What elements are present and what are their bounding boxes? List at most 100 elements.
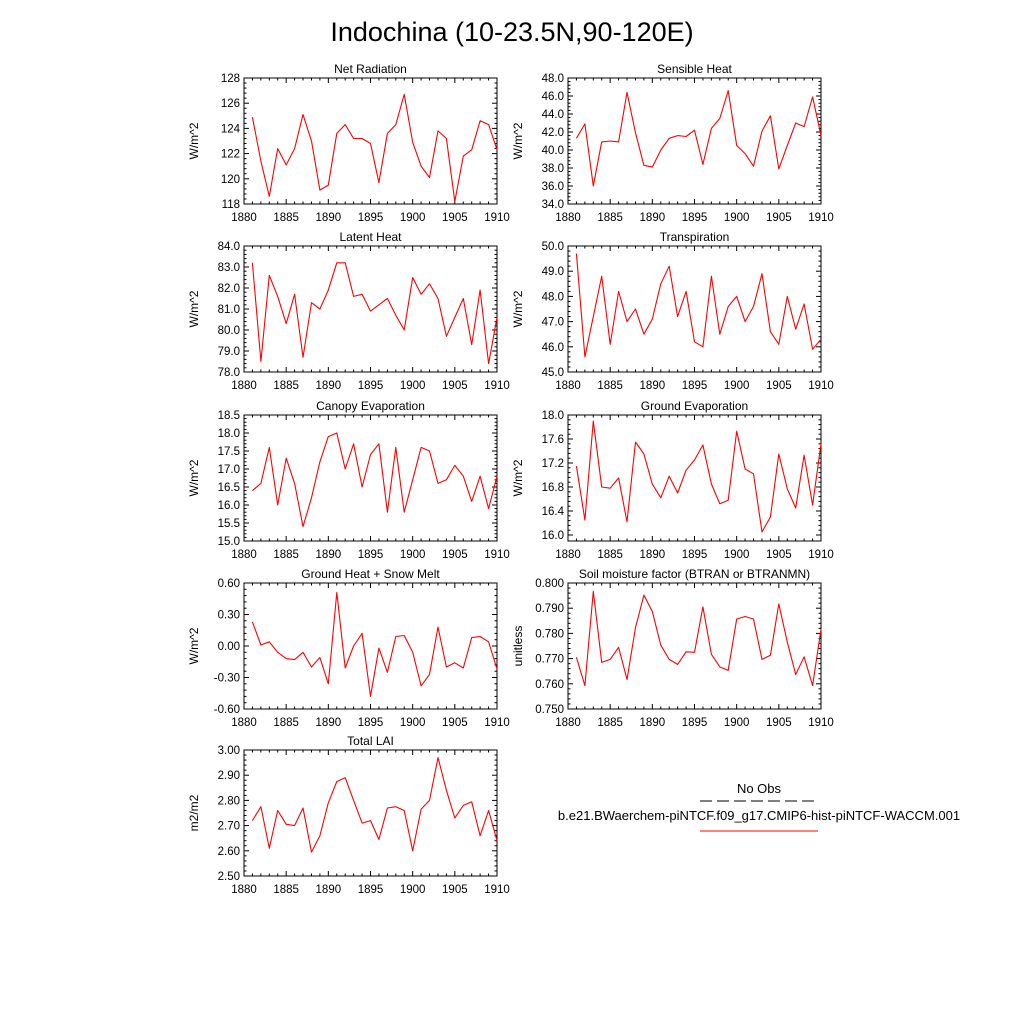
- x-tick-label: 1885: [273, 717, 299, 729]
- x-tick-label: 1905: [766, 212, 792, 224]
- y-axis-label: W/m^2: [511, 459, 525, 496]
- x-tick-label: 1910: [808, 212, 834, 224]
- x-tick-label: 1895: [358, 717, 384, 729]
- y-tick-label: 42.0: [542, 127, 564, 139]
- x-tick-label: 1885: [597, 380, 623, 392]
- y-axis-label: W/m^2: [187, 122, 201, 159]
- y-axis-label: W/m^2: [511, 290, 525, 327]
- panel-title: Canopy Evaporation: [316, 399, 425, 413]
- y-tick-label: 15.5: [218, 518, 240, 530]
- x-tick-label: 1910: [484, 884, 510, 896]
- x-tick-label: 1880: [555, 549, 581, 561]
- x-tick-label: 1910: [808, 380, 834, 392]
- x-tick-label: 1900: [400, 717, 426, 729]
- x-tick-label: 1910: [808, 717, 834, 729]
- y-tick-label: 0.750: [535, 704, 564, 716]
- y-tick-label: 124: [221, 123, 241, 135]
- x-tick-label: 1895: [358, 380, 384, 392]
- y-axis-label: unitless: [511, 626, 525, 667]
- y-tick-label: 17.0: [218, 464, 240, 476]
- x-tick-label: 1890: [640, 380, 666, 392]
- x-tick-label: 1910: [484, 380, 510, 392]
- y-tick-label: 40.0: [542, 145, 564, 157]
- x-tick-label: 1900: [400, 884, 426, 896]
- x-tick-label: 1905: [766, 717, 792, 729]
- panel-title: Soil moisture factor (BTRAN or BTRANMN): [579, 567, 810, 581]
- y-tick-label: 49.0: [542, 266, 564, 278]
- y-tick-label: 15.0: [218, 536, 240, 548]
- series-line: [575, 253, 822, 358]
- y-tick-label: 84.0: [218, 241, 240, 253]
- x-tick-label: 1895: [682, 717, 708, 729]
- y-tick-label: 16.5: [218, 482, 240, 494]
- panel-1: 1880 1885 1890 1895 1900 1905 1910 118 120 122 124…: [187, 62, 510, 224]
- x-tick-label: 1890: [316, 380, 342, 392]
- y-tick-label: 0.30: [218, 610, 240, 622]
- series-line: [575, 420, 822, 533]
- x-tick-label: 1895: [682, 380, 708, 392]
- x-tick-label: 1880: [555, 380, 581, 392]
- y-tick-label: 3.00: [218, 745, 240, 757]
- x-tick-label: 1880: [555, 717, 581, 729]
- x-tick-label: 1890: [316, 717, 342, 729]
- x-tick-label: 1895: [682, 212, 708, 224]
- figure-title: Indochina (10-23.5N,90-120E): [330, 17, 693, 47]
- x-tick-label: 1905: [766, 380, 792, 392]
- y-tick-label: 0.800: [535, 578, 564, 590]
- x-tick-label: 1880: [231, 212, 257, 224]
- y-tick-label: 48.0: [542, 73, 564, 85]
- y-axis-label: W/m^2: [511, 122, 525, 159]
- y-tick-label: 2.70: [218, 821, 240, 833]
- x-tick-label: 1900: [400, 380, 426, 392]
- x-tick-label: 1895: [358, 884, 384, 896]
- x-tick-label: 1905: [442, 549, 468, 561]
- y-tick-label: 0.790: [535, 603, 564, 615]
- y-tick-label: 122: [221, 149, 240, 161]
- x-tick-label: 1885: [597, 717, 623, 729]
- y-tick-label: 17.6: [542, 434, 564, 446]
- x-tick-label: 1905: [442, 717, 468, 729]
- x-tick-label: 1905: [766, 549, 792, 561]
- x-tick-label: 1885: [597, 549, 623, 561]
- y-tick-label: 46.0: [542, 91, 564, 103]
- x-tick-label: 1900: [724, 212, 750, 224]
- panel-title: Total LAI: [347, 734, 394, 748]
- x-tick-label: 1900: [400, 549, 426, 561]
- x-tick-label: 1880: [231, 380, 257, 392]
- y-tick-label: 78.0: [218, 367, 240, 379]
- x-tick-label: 1900: [724, 380, 750, 392]
- legend-obs-label: No Obs: [737, 781, 782, 796]
- series-line: [575, 590, 822, 687]
- x-tick-label: 1890: [316, 549, 342, 561]
- y-tick-label: -0.60: [214, 704, 240, 716]
- series-line: [251, 93, 498, 203]
- x-tick-label: 1905: [442, 380, 468, 392]
- series-line: [251, 591, 498, 697]
- y-tick-label: 48.0: [542, 291, 564, 303]
- panel-3: 1880 1885 1890 1895 1900 1905 1910 78.0 79.0 80.0…: [187, 230, 510, 392]
- x-tick-label: 1895: [358, 212, 384, 224]
- panels: 1880 1885 1890 1895 1900 1905 1910 118 120 122 124…: [187, 62, 834, 896]
- y-axis-label: m2/m2: [187, 794, 201, 831]
- x-tick-label: 1885: [597, 212, 623, 224]
- y-tick-label: 126: [221, 98, 240, 110]
- y-axis-label: W/m^2: [187, 290, 201, 327]
- y-tick-label: 118: [222, 199, 240, 211]
- y-tick-label: 18.0: [542, 410, 564, 422]
- panel-title: Sensible Heat: [657, 62, 732, 76]
- y-tick-label: 16.0: [542, 530, 564, 542]
- y-tick-label: 17.5: [218, 446, 240, 458]
- x-tick-label: 1880: [555, 212, 581, 224]
- x-tick-label: 1890: [316, 884, 342, 896]
- x-tick-label: 1900: [724, 549, 750, 561]
- x-tick-label: 1890: [640, 212, 666, 224]
- y-tick-label: 18.5: [218, 410, 240, 422]
- y-tick-label: 2.90: [218, 770, 240, 782]
- y-tick-label: 81.0: [218, 304, 240, 316]
- legend-model-label: b.e21.BWaerchem-piNTCF.f09_g17.CMIP6-his…: [558, 808, 960, 823]
- y-tick-label: -0.30: [214, 673, 240, 685]
- x-tick-label: 1900: [400, 212, 426, 224]
- y-tick-label: 2.50: [218, 871, 240, 883]
- y-tick-label: 0.00: [218, 641, 240, 653]
- y-tick-label: 2.80: [218, 795, 240, 807]
